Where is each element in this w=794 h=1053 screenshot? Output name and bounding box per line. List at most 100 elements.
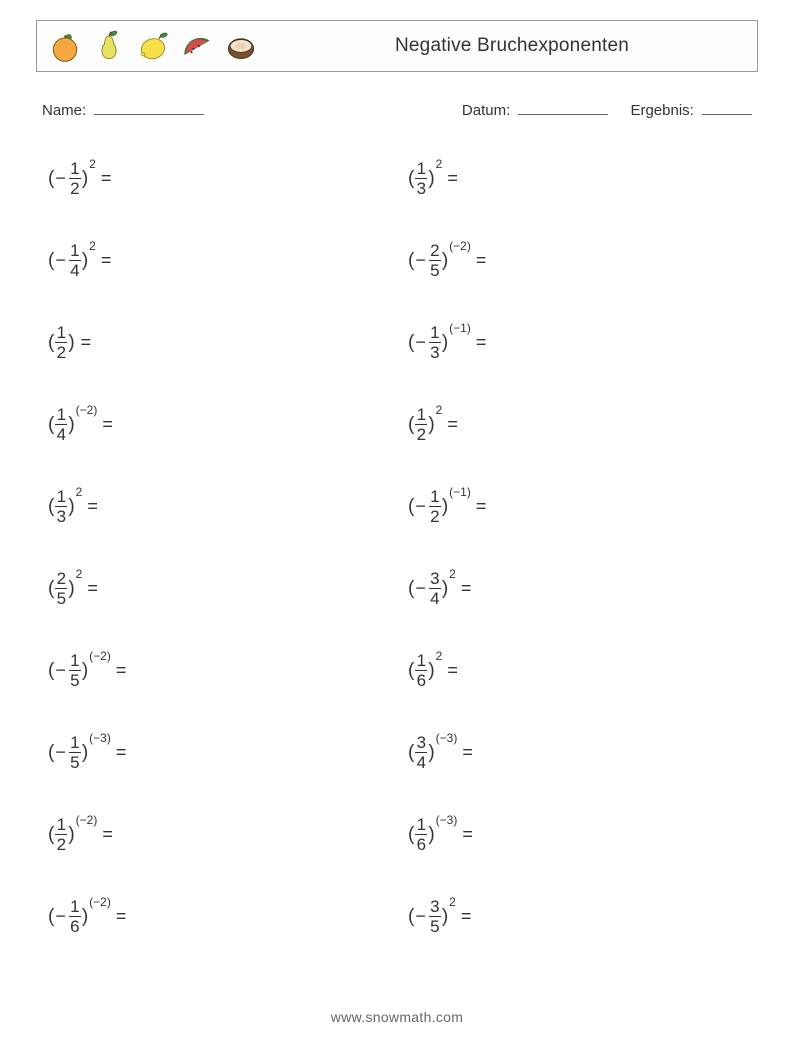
denominator: 6: [415, 834, 427, 853]
base: (12): [48, 816, 75, 853]
equals-sign: =: [102, 414, 113, 435]
right-paren: ): [428, 825, 434, 844]
expression: (−15)(−2) =: [48, 652, 126, 689]
result-label: Ergebnis:: [630, 102, 693, 119]
problem: (14)(−2) =: [48, 401, 398, 447]
denominator: 2: [55, 834, 67, 853]
numerator: 2: [57, 570, 66, 588]
denominator: 3: [429, 342, 441, 361]
equals-sign: =: [447, 168, 458, 189]
right-paren: ): [68, 333, 74, 352]
name-blank[interactable]: [94, 100, 204, 115]
exponent: (−1): [449, 485, 471, 499]
right-paren: ): [82, 743, 88, 762]
right-paren: ): [82, 251, 88, 270]
base: (−14): [48, 242, 88, 279]
exponent: 2: [76, 567, 83, 581]
equals-sign: =: [447, 660, 458, 681]
date-field: Datum:: [462, 100, 609, 119]
exponent: 2: [89, 157, 96, 171]
numerator: 2: [430, 242, 439, 260]
equals-sign: =: [101, 250, 112, 271]
right-paren: ): [428, 743, 434, 762]
problem: (13)2 =: [48, 483, 398, 529]
exponent: (−3): [89, 731, 111, 745]
right-paren: ): [442, 333, 448, 352]
problem: (−13)(−1) =: [408, 319, 758, 365]
denominator: 6: [415, 670, 427, 689]
expression: (14)(−2) =: [48, 406, 113, 443]
expression: (−14)2 =: [48, 242, 111, 279]
problem: (−25)(−2) =: [408, 237, 758, 283]
fraction: 34: [428, 570, 442, 607]
base: (12): [408, 406, 435, 443]
orange-icon: [47, 28, 83, 64]
exponent: 2: [76, 485, 83, 499]
base: (−16): [48, 898, 88, 935]
exponent: 2: [449, 567, 456, 581]
exponent: 2: [89, 239, 96, 253]
meta-right: Datum: Ergebnis:: [462, 100, 752, 119]
fraction: 34: [414, 734, 428, 771]
numerator: 1: [70, 652, 79, 670]
equals-sign: =: [476, 250, 487, 271]
expression: (−15)(−3) =: [48, 734, 126, 771]
denominator: 4: [429, 588, 441, 607]
negative-sign: −: [414, 906, 428, 927]
denominator: 6: [69, 916, 81, 935]
negative-sign: −: [414, 332, 428, 353]
exponent: (−2): [449, 239, 471, 253]
base: (−15): [48, 652, 88, 689]
fraction: 13: [54, 488, 68, 525]
result-blank[interactable]: [702, 100, 752, 115]
problem: (25)2 =: [48, 565, 398, 611]
problem: (−15)(−3) =: [48, 729, 398, 775]
negative-sign: −: [414, 578, 428, 599]
fraction: 16: [414, 816, 428, 853]
problem: (−15)(−2) =: [48, 647, 398, 693]
exponent: (−2): [89, 649, 111, 663]
problem: (12)2 =: [408, 401, 758, 447]
problem: (−16)(−2) =: [48, 893, 398, 939]
expression: (−35)2 =: [408, 898, 471, 935]
base: (−12): [48, 160, 88, 197]
equals-sign: =: [102, 824, 113, 845]
name-label: Name:: [42, 102, 86, 119]
right-paren: ): [68, 825, 74, 844]
problem: (16)(−3) =: [408, 811, 758, 857]
problem: (−12)2 =: [48, 155, 398, 201]
exponent: (−1): [449, 321, 471, 335]
right-paren: ): [68, 579, 74, 598]
right-paren: ): [82, 661, 88, 680]
base: (34): [408, 734, 435, 771]
right-paren: ): [442, 497, 448, 516]
base: (16): [408, 816, 435, 853]
fraction: 16: [414, 652, 428, 689]
watermelon-icon: [179, 28, 215, 64]
equals-sign: =: [116, 660, 127, 681]
worksheet-title: Negative Bruchexponenten: [395, 35, 629, 57]
fraction: 12: [54, 816, 68, 853]
numerator: 1: [430, 488, 439, 506]
expression: (−25)(−2) =: [408, 242, 486, 279]
exponent: (−2): [89, 895, 111, 909]
footer-url: www.snowmath.com: [0, 1009, 794, 1025]
problem: (12) =: [48, 319, 398, 365]
date-blank[interactable]: [518, 100, 608, 115]
expression: (−16)(−2) =: [48, 898, 126, 935]
numerator: 1: [70, 734, 79, 752]
numerator: 1: [417, 406, 426, 424]
expression: (12)2 =: [408, 406, 458, 443]
lemon-icon: [135, 28, 171, 64]
right-paren: ): [68, 415, 74, 434]
denominator: 4: [69, 260, 81, 279]
numerator: 1: [57, 488, 66, 506]
denominator: 3: [55, 506, 67, 525]
fraction: 12: [428, 488, 442, 525]
base: (−12): [408, 488, 448, 525]
fraction: 14: [68, 242, 82, 279]
equals-sign: =: [101, 168, 112, 189]
equals-sign: =: [461, 906, 472, 927]
coconut-icon: [223, 28, 259, 64]
equals-sign: =: [87, 578, 98, 599]
